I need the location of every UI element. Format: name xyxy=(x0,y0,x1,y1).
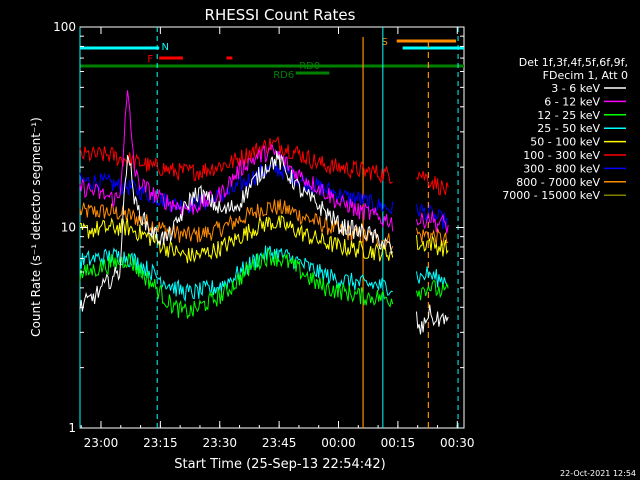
legend-header-line-1: Det 1f,3f,4f,5f,6f,9f, xyxy=(519,56,628,69)
x-tick-label-4: 00:00 xyxy=(321,436,356,450)
legend-header-line-2: FDecim 1, Att 0 xyxy=(543,69,628,82)
series-line-800-7000kev xyxy=(79,199,449,251)
flag-label-s: S xyxy=(382,37,388,48)
series-line-50-100kev xyxy=(80,215,449,264)
y-tick-label-0: 1 xyxy=(68,421,76,435)
series-line-300-800kev xyxy=(79,159,449,230)
flag-label-n: N xyxy=(161,42,168,53)
x-tick-label-0: 23:00 xyxy=(84,436,119,450)
series-lines xyxy=(79,90,449,335)
x-tick-label-2: 23:30 xyxy=(202,436,237,450)
x-tick-label-5: 00:15 xyxy=(381,436,416,450)
x-tick-label-3: 23:45 xyxy=(262,436,297,450)
footer-timestamp: 22-Oct-2021 12:54 xyxy=(560,469,636,478)
legend-label-0: 3 - 6 keV xyxy=(551,82,600,95)
legend-label-3: 25 - 50 keV xyxy=(537,122,600,135)
legend-label-4: 50 - 100 keV xyxy=(530,136,600,149)
y-axis-ticks: 1 10 100 xyxy=(53,20,464,435)
legend-label-7: 800 - 7000 keV xyxy=(516,176,600,189)
chart-title: RHESSI Count Rates xyxy=(205,6,356,24)
series-line-12-25kev xyxy=(79,248,449,319)
legend-label-8: 7000 - 15000 keV xyxy=(502,189,600,202)
x-axis-label: Start Time (25-Sep-13 22:54:42) xyxy=(174,457,385,472)
y-tick-label-1: 10 xyxy=(61,221,76,235)
x-tick-label-6: 00:30 xyxy=(440,436,475,450)
time-markers xyxy=(79,27,459,428)
x-tick-label-1: 23:15 xyxy=(143,436,178,450)
legend-label-5: 100 - 300 keV xyxy=(523,149,600,162)
legend-label-6: 300 - 800 keV xyxy=(523,162,600,175)
flag-label-rd0: RD0 xyxy=(299,61,320,72)
legend-label-1: 6 - 12 keV xyxy=(544,95,600,108)
flag-label-f: F xyxy=(147,54,153,65)
instrument-flags: NF RD0 RD6 S xyxy=(80,37,464,81)
series-line-25-50kev xyxy=(79,245,449,303)
series-line-6-12kev xyxy=(79,90,449,234)
y-tick-label-2: 100 xyxy=(53,20,76,34)
series-line-3-6kev xyxy=(79,150,449,335)
legend-label-2: 12 - 25 keV xyxy=(537,109,600,122)
legend: Det 1f,3f,4f,5f,6f,9f, FDecim 1, Att 0 3… xyxy=(502,56,628,202)
y-axis-label: Count Rate (s⁻¹ detector segment⁻¹) xyxy=(29,117,43,337)
flag-label-rd6: RD6 xyxy=(273,70,294,81)
x-axis-ticks: 23:00 23:15 23:30 23:45 00:00 00:15 00:30 xyxy=(80,27,475,450)
